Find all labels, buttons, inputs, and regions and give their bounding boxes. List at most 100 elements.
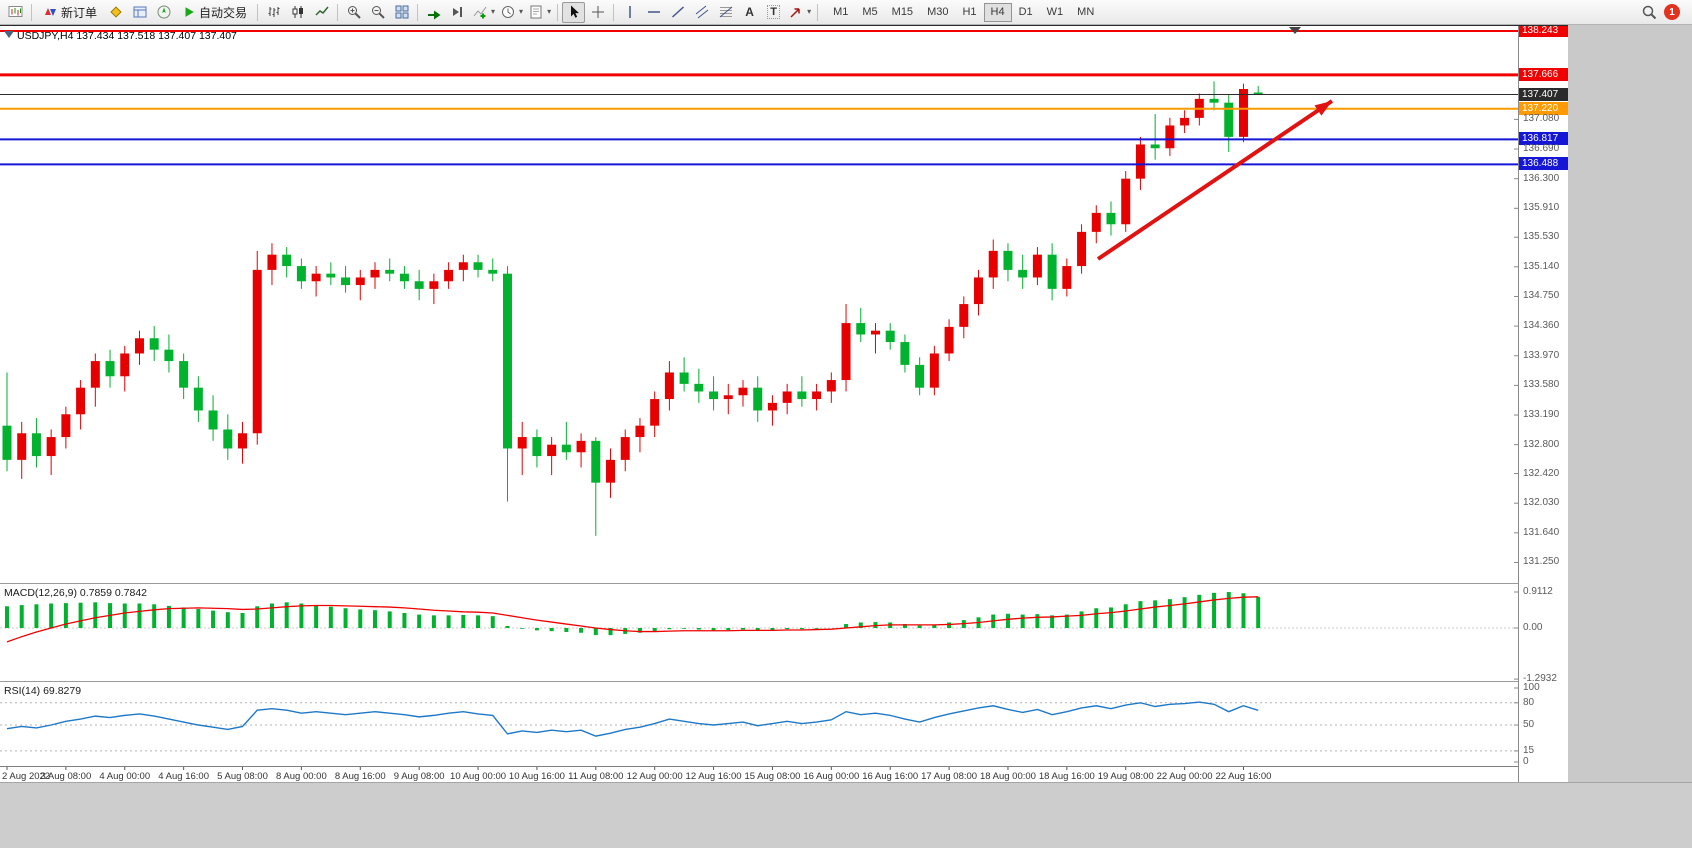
- search-icon[interactable]: [1641, 4, 1657, 20]
- channel-tool-button[interactable]: [690, 2, 713, 23]
- channel-icon: [695, 5, 708, 19]
- line-chart-type-button[interactable]: [310, 2, 333, 23]
- candlestick-series: [2, 81, 1263, 536]
- chart-canvas[interactable]: [0, 25, 1518, 782]
- new-order-button[interactable]: 新订单: [36, 2, 103, 23]
- bar-chart-icon: [268, 7, 280, 17]
- arrows-dropdown-caret: ▾: [807, 7, 812, 16]
- text-tool-button[interactable]: A: [738, 2, 761, 23]
- level-lines[interactable]: [0, 30, 1518, 166]
- time-axis-label: 2 Aug 2022: [2, 771, 51, 782]
- timeframe-M30[interactable]: M30: [927, 5, 949, 18]
- tile-windows-button[interactable]: [390, 2, 413, 23]
- text-label-tool-button[interactable]: T: [762, 2, 785, 23]
- one-click-trading-toggle-icon[interactable]: [4, 31, 14, 38]
- periods-clock-icon: [502, 6, 515, 18]
- trend-arrow-annotation[interactable]: [1096, 99, 1334, 261]
- timeframe-H1[interactable]: H1: [962, 5, 977, 18]
- timeframe-group: M1 M5 M15 M30 H1 H4 D1 W1 MN: [826, 2, 1101, 22]
- timeframe-M1[interactable]: M1: [833, 5, 849, 18]
- workspace-background: [1568, 25, 1692, 782]
- chart-shift-marker[interactable]: [1289, 27, 1301, 34]
- auto-scroll-icon: [427, 10, 441, 20]
- templates-button[interactable]: ▾: [526, 2, 553, 23]
- pane-separator[interactable]: [0, 681, 1568, 682]
- vertical-line-tool-button[interactable]: [618, 2, 641, 23]
- time-axis[interactable]: 2 Aug 2022 3 Aug 08:00 4 Aug 00:00 4 Aug 16…: [0, 766, 1518, 782]
- time-axis-label: 17 Aug 08:00: [921, 771, 978, 782]
- new-chart-icon: [8, 6, 22, 17]
- time-axis-label: 3 Aug 08:00: [40, 771, 92, 782]
- crosshair-icon: [591, 6, 604, 18]
- timeframe-M5[interactable]: M5: [862, 5, 878, 18]
- time-axis-label: 22 Aug 16:00: [1215, 771, 1272, 782]
- indicator-lines: [0, 596, 1518, 752]
- macd-histogram: [0, 592, 1518, 636]
- trendline-icon: [671, 6, 684, 18]
- rsi-scale-label: 80: [1523, 696, 1535, 708]
- time-axis-label: 5 Aug 08:00: [217, 771, 268, 782]
- time-axis-label: 8 Aug 00:00: [276, 771, 327, 782]
- toolbar-right-group: 1: [1641, 4, 1688, 20]
- timeframe-M15[interactable]: M15: [891, 5, 914, 18]
- indicators-button[interactable]: ▾: [470, 2, 497, 23]
- new-chart-button[interactable]: [4, 2, 27, 23]
- metaeditor-button[interactable]: [104, 2, 127, 23]
- timeframe-D1[interactable]: D1: [1018, 5, 1033, 18]
- price-level-tag: 136.817: [1519, 132, 1568, 146]
- timeframe-MN[interactable]: MN: [1077, 5, 1095, 18]
- time-axis-label: 4 Aug 00:00: [99, 771, 151, 782]
- toolbar-separator: [557, 3, 559, 21]
- toolbar-separator: [613, 3, 615, 21]
- timeframe-W1[interactable]: W1: [1046, 5, 1064, 18]
- candlestick-chart-icon: [292, 6, 303, 18]
- zoom-in-icon: [347, 6, 361, 19]
- navigator-button[interactable]: [152, 2, 175, 23]
- auto-trading-button[interactable]: 自动交易: [176, 2, 253, 23]
- arrows-tool-button[interactable]: ▾: [786, 2, 813, 23]
- templates-dropdown-caret: ▾: [547, 7, 552, 16]
- timeframe-H4[interactable]: H4: [983, 2, 1012, 22]
- chart-shift-button[interactable]: [446, 2, 469, 23]
- price-level-tag: 137.407: [1519, 87, 1568, 101]
- periods-dropdown-caret: ▾: [519, 7, 524, 16]
- time-axis-label: 18 Aug 16:00: [1038, 771, 1095, 782]
- price-axis-label: 136.690: [1523, 143, 1560, 155]
- macd-scale-label: -1.2932: [1523, 673, 1557, 685]
- fibonacci-icon: [719, 6, 732, 18]
- horizontal-line-tool-button[interactable]: [642, 2, 665, 23]
- chart-window: USDJPY,H4 137.434 137.518 137.407 137.40…: [0, 24, 1568, 782]
- time-axis-label: 9 Aug 08:00: [393, 771, 445, 782]
- fibonacci-tool-button[interactable]: [714, 2, 737, 23]
- bar-chart-type-button[interactable]: [262, 2, 285, 23]
- price-axis-label: 136.300: [1523, 172, 1560, 184]
- terminal-button[interactable]: [128, 2, 151, 23]
- indicators-icon: [473, 6, 487, 19]
- new-order-label: 新订单: [61, 5, 98, 20]
- pane-separator[interactable]: [0, 583, 1568, 584]
- price-axis-label: 135.140: [1523, 260, 1560, 272]
- price-axis-label: 131.640: [1523, 526, 1560, 538]
- price-axis[interactable]: 138.243 137.666 137.407 137.220 136.817 136.4…: [1518, 24, 1568, 782]
- time-axis-label: 16 Aug 00:00: [803, 771, 860, 782]
- zoom-out-button[interactable]: [366, 2, 389, 23]
- price-axis-label: 131.250: [1523, 556, 1560, 568]
- time-axis-label: 16 Aug 16:00: [862, 771, 919, 782]
- rsi-label: RSI(14) 69.8279: [4, 685, 82, 697]
- line-chart-icon: [315, 6, 329, 16]
- candlestick-chart-type-button[interactable]: [286, 2, 309, 23]
- crosshair-tool-button[interactable]: [586, 2, 609, 23]
- trendline-tool-button[interactable]: [666, 2, 689, 23]
- auto-trading-play-icon: [185, 7, 194, 17]
- price-level-tag: 137.220: [1519, 101, 1568, 115]
- auto-scroll-button[interactable]: [422, 2, 445, 23]
- price-axis-label: 134.360: [1523, 320, 1560, 332]
- periods-button[interactable]: ▾: [498, 2, 525, 23]
- cursor-tool-button[interactable]: [562, 1, 586, 23]
- notification-badge[interactable]: 1: [1664, 4, 1680, 20]
- price-axis-label: 132.800: [1523, 438, 1560, 450]
- zoom-in-button[interactable]: [342, 2, 365, 23]
- templates-icon: [530, 5, 542, 19]
- navigator-icon: [157, 5, 171, 19]
- horizontal-line-icon: [647, 11, 660, 13]
